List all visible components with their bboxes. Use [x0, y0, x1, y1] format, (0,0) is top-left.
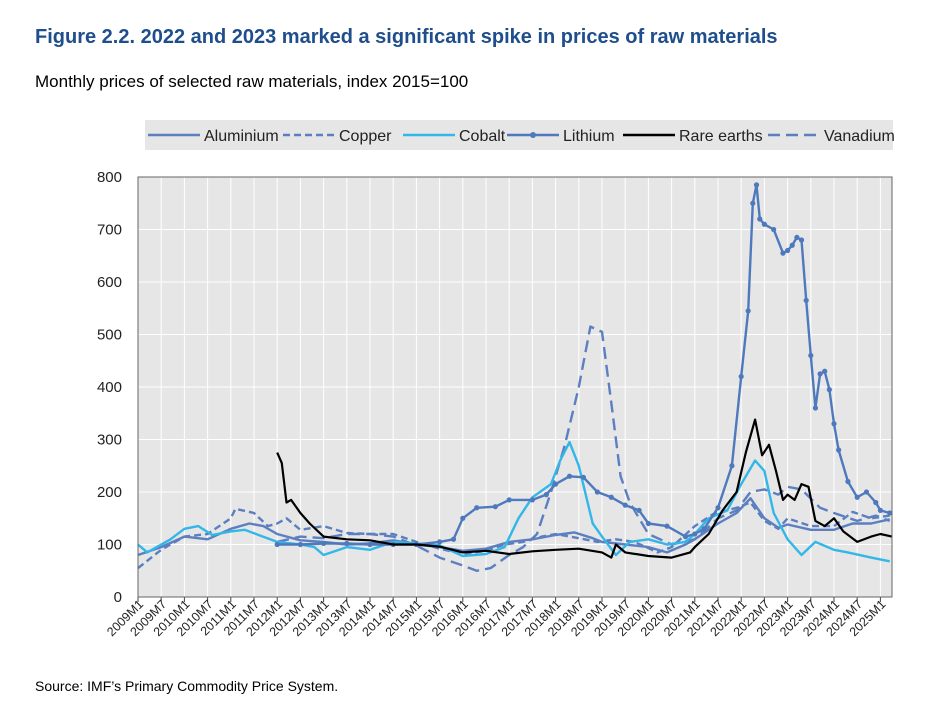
series-marker-lithium — [753, 182, 760, 188]
plot-frame — [137, 176, 893, 598]
series-marker-lithium — [836, 447, 842, 453]
y-tick-label: 500 — [97, 327, 122, 344]
series-marker-lithium — [566, 473, 573, 479]
y-tick-label: 0 — [114, 589, 122, 606]
source-note: Source: IMF’s Primary Commodity Price Sy… — [35, 678, 339, 694]
series-line-vanadium — [276, 325, 891, 572]
y-tick-label: 600 — [97, 274, 122, 291]
series-marker-lithium — [887, 510, 893, 516]
series-marker-lithium — [831, 421, 837, 427]
y-tick-label: 200 — [97, 484, 122, 501]
series-marker-lithium — [794, 234, 800, 240]
series-marker-lithium — [701, 526, 707, 532]
series-line-copper — [137, 501, 890, 570]
series-marker-lithium — [594, 489, 600, 495]
figure-subtitle: Monthly prices of selected raw materials… — [35, 72, 469, 91]
series-marker-lithium — [460, 515, 466, 521]
series-marker-lithium — [692, 531, 698, 537]
series-marker-lithium — [321, 540, 327, 547]
series-marker-lithium — [750, 200, 756, 206]
series-marker-lithium — [761, 221, 768, 227]
series-marker-lithium — [771, 226, 777, 233]
legend-label-aluminium: Aluminium — [204, 128, 279, 145]
series-marker-lithium — [608, 494, 614, 500]
y-tick-label: 400 — [97, 379, 122, 396]
series-marker-lithium — [553, 481, 559, 487]
y-tick-label: 300 — [97, 432, 122, 449]
legend-label-cobalt: Cobalt — [459, 128, 506, 145]
series-marker-lithium — [437, 539, 443, 545]
y-tick-label: 700 — [97, 222, 122, 239]
series-marker-lithium — [757, 216, 763, 222]
series-marker-lithium — [808, 352, 814, 359]
series-marker-lithium — [854, 494, 860, 500]
series-line-rare-earths — [276, 418, 893, 559]
series-marker-lithium — [877, 507, 884, 513]
series-marker-lithium — [367, 541, 373, 548]
series-marker-lithium — [344, 540, 350, 547]
series-marker-lithium — [636, 507, 642, 513]
legend-label-vanadium: Vanadium — [824, 128, 895, 145]
series-marker-lithium — [789, 242, 795, 248]
figure-title: Figure 2.2. 2022 and 2023 marked a signi… — [35, 26, 778, 48]
series-marker-lithium — [474, 505, 480, 511]
series-marker-lithium — [798, 237, 805, 243]
series-line-aluminium — [137, 497, 890, 557]
series-marker-lithium — [822, 368, 828, 374]
series-marker-lithium — [506, 497, 512, 503]
line-chart: Aluminium Copper Cobalt Lithium Rare earths V… — [97, 120, 895, 639]
series-marker-lithium — [529, 497, 536, 503]
series-marker-lithium — [715, 505, 721, 511]
series-marker-lithium — [785, 247, 791, 254]
legend-marker-lithium — [530, 132, 536, 138]
series-marker-lithium — [274, 541, 280, 548]
series-marker-lithium — [812, 405, 819, 411]
series-marker-lithium — [863, 489, 870, 495]
series-marker-lithium — [622, 502, 628, 508]
y-tick-label: 100 — [97, 537, 122, 554]
series-marker-lithium — [580, 474, 587, 480]
series-marker-lithium — [543, 492, 549, 498]
series-marker-lithium — [845, 478, 851, 485]
series-marker-lithium — [745, 308, 751, 314]
series-marker-lithium — [492, 504, 498, 510]
series-marker-lithium — [780, 250, 786, 256]
series-line-cobalt — [137, 440, 890, 563]
series-marker-lithium — [297, 541, 303, 548]
series-marker-lithium — [645, 520, 652, 527]
legend-label-copper: Copper — [339, 128, 392, 145]
series-marker-lithium — [729, 463, 735, 469]
series-marker-lithium — [664, 523, 670, 529]
y-tick-label: 800 — [97, 169, 122, 186]
series-marker-lithium — [450, 536, 457, 542]
legend-label-lithium: Lithium — [563, 128, 615, 145]
series-marker-lithium — [682, 534, 689, 540]
series-marker-lithium — [738, 373, 744, 380]
series-marker-lithium — [873, 499, 879, 506]
legend-label-rare-earths: Rare earths — [679, 128, 763, 145]
series-marker-lithium — [803, 297, 809, 303]
series-marker-lithium — [817, 371, 823, 377]
series-marker-lithium — [826, 387, 832, 393]
